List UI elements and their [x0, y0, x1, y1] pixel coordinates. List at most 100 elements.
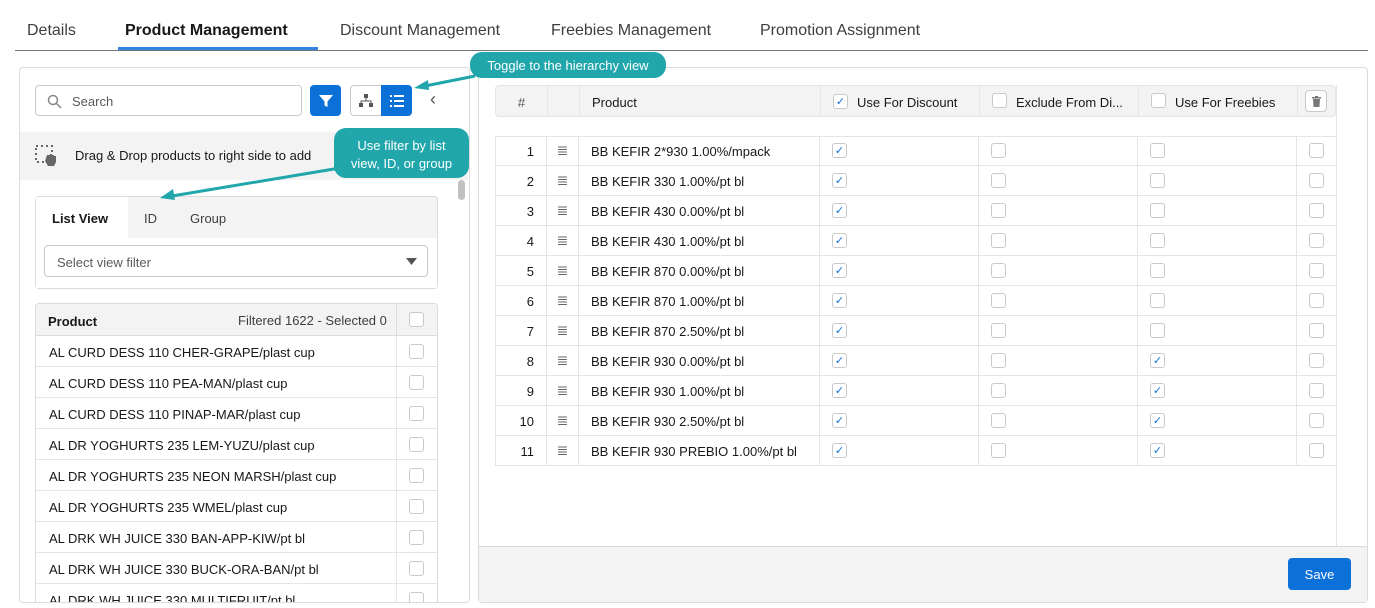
exclude-from-discount-checkbox[interactable] [991, 233, 1006, 248]
product-list-item[interactable]: AL DRK WH JUICE 330 BUCK-ORA-BAN/pt bl [36, 553, 437, 584]
filter-summary: Filtered 1622 - Selected 0 [238, 313, 387, 328]
use-for-discount-checkbox[interactable]: ✓ [832, 293, 847, 308]
exclude-from-discount-checkbox[interactable] [991, 203, 1006, 218]
search-input[interactable]: Search [35, 85, 302, 116]
exclude-from-discount-checkbox[interactable] [991, 443, 1006, 458]
save-button[interactable]: Save [1288, 558, 1351, 590]
use-for-discount-checkbox[interactable]: ✓ [832, 263, 847, 278]
tab-promotion-assignment[interactable]: Promotion Assignment [760, 22, 921, 39]
use-for-freebies-checkbox[interactable]: ✓ [1150, 413, 1165, 428]
product-checkbox[interactable] [409, 530, 424, 545]
use-for-discount-checkbox[interactable]: ✓ [832, 173, 847, 188]
row-select-checkbox[interactable] [1309, 323, 1324, 338]
row-select-checkbox[interactable] [1309, 443, 1324, 458]
use-for-freebies-checkbox[interactable] [1150, 173, 1165, 188]
product-list-item[interactable]: AL DRK WH JUICE 330 MULTIFRUIT/pt bl [36, 584, 437, 602]
exclude-from-discount-checkbox[interactable] [991, 143, 1006, 158]
delete-button[interactable] [1305, 90, 1327, 112]
drag-handle-icon[interactable]: ≣ [547, 346, 579, 376]
tab-product-management[interactable]: Product Management [125, 22, 288, 39]
row-number: 8 [495, 346, 547, 376]
drag-handle-icon[interactable]: ≣ [547, 226, 579, 256]
tab-list-view[interactable]: List View [36, 197, 128, 238]
hierarchy-view-button[interactable] [350, 85, 382, 116]
product-checkbox[interactable] [409, 437, 424, 452]
row-select-checkbox[interactable] [1309, 353, 1324, 368]
row-select-checkbox[interactable] [1309, 413, 1324, 428]
row-select-checkbox[interactable] [1309, 233, 1324, 248]
tab-discount-management[interactable]: Discount Management [340, 22, 501, 39]
use-for-discount-checkbox[interactable]: ✓ [832, 383, 847, 398]
use-for-discount-checkbox[interactable]: ✓ [832, 233, 847, 248]
product-checkbox[interactable] [409, 375, 424, 390]
product-list-item[interactable]: AL CURD DESS 110 PEA-MAN/plast cup [36, 367, 437, 398]
column-use-for-freebies: Use For Freebies [1139, 86, 1298, 117]
product-checkbox[interactable] [409, 406, 424, 421]
exclude-all-checkbox[interactable] [992, 93, 1007, 108]
drag-handle-icon[interactable]: ≣ [547, 286, 579, 316]
exclude-from-discount-checkbox[interactable] [991, 383, 1006, 398]
use-for-freebies-all-checkbox[interactable] [1151, 93, 1166, 108]
product-checkbox[interactable] [409, 344, 424, 359]
exclude-from-discount-checkbox[interactable] [991, 323, 1006, 338]
exclude-from-discount-checkbox[interactable] [991, 263, 1006, 278]
tab-id[interactable]: ID [144, 211, 157, 226]
row-select-checkbox[interactable] [1309, 173, 1324, 188]
drag-handle-icon[interactable]: ≣ [547, 166, 579, 196]
use-for-discount-checkbox[interactable]: ✓ [832, 143, 847, 158]
use-for-freebies-checkbox[interactable]: ✓ [1150, 383, 1165, 398]
drag-handle-icon[interactable]: ≣ [547, 256, 579, 286]
tab-group[interactable]: Group [190, 211, 227, 226]
use-for-freebies-checkbox[interactable] [1150, 203, 1165, 218]
drag-handle-icon[interactable]: ≣ [547, 376, 579, 406]
use-for-freebies-checkbox[interactable]: ✓ [1150, 443, 1165, 458]
exclude-from-discount-checkbox[interactable] [991, 293, 1006, 308]
exclude-from-discount-checkbox[interactable] [991, 353, 1006, 368]
product-list-item[interactable]: AL DR YOGHURTS 235 LEM-YUZU/plast cup [36, 429, 437, 460]
left-scrollbar[interactable] [458, 180, 465, 200]
exclude-from-discount-checkbox[interactable] [991, 173, 1006, 188]
use-for-freebies-checkbox[interactable] [1150, 293, 1165, 308]
collapse-chevron-icon[interactable]: ‹ [430, 89, 436, 109]
select-all-checkbox[interactable] [409, 312, 424, 327]
product-list-item[interactable]: AL CURD DESS 110 PINAP-MAR/plast cup [36, 398, 437, 429]
drag-handle-icon[interactable]: ≣ [547, 436, 579, 466]
tab-details[interactable]: Details [27, 22, 76, 39]
product-list-item[interactable]: AL DRK WH JUICE 330 BAN-APP-KIW/pt bl [36, 522, 437, 553]
list-view-button[interactable] [381, 85, 412, 116]
use-for-discount-checkbox[interactable]: ✓ [832, 413, 847, 428]
drag-handle-icon[interactable]: ≣ [547, 136, 579, 166]
product-list-item[interactable]: AL DR YOGHURTS 235 NEON MARSH/plast cup [36, 460, 437, 491]
row-select-checkbox[interactable] [1309, 263, 1324, 278]
product-checkbox[interactable] [409, 561, 424, 576]
filter-button[interactable] [310, 85, 341, 116]
use-for-discount-all-checkbox[interactable]: ✓ [833, 94, 848, 109]
row-select-checkbox[interactable] [1309, 203, 1324, 218]
drag-handle-icon[interactable]: ≣ [547, 316, 579, 346]
tab-freebies-management[interactable]: Freebies Management [551, 22, 712, 39]
row-select-checkbox[interactable] [1309, 293, 1324, 308]
drag-handle-icon[interactable]: ≣ [547, 196, 579, 226]
product-name: BB KEFIR 930 1.00%/pt bl [579, 376, 820, 406]
product-checkbox[interactable] [409, 592, 424, 602]
product-list-item[interactable]: AL DR YOGHURTS 235 WMEL/plast cup [36, 491, 437, 522]
use-for-freebies-checkbox[interactable] [1150, 323, 1165, 338]
use-for-discount-checkbox[interactable]: ✓ [832, 353, 847, 368]
exclude-from-discount-checkbox[interactable] [991, 413, 1006, 428]
drag-handle-icon[interactable]: ≣ [547, 406, 579, 436]
use-for-discount-checkbox[interactable]: ✓ [832, 443, 847, 458]
use-for-freebies-checkbox[interactable] [1150, 233, 1165, 248]
use-for-freebies-checkbox[interactable] [1150, 263, 1165, 278]
product-checkbox[interactable] [409, 468, 424, 483]
filter-icon [318, 94, 333, 107]
use-for-freebies-checkbox[interactable]: ✓ [1150, 353, 1165, 368]
product-checkbox[interactable] [409, 499, 424, 514]
row-select-checkbox[interactable] [1309, 143, 1324, 158]
use-for-freebies-checkbox[interactable] [1150, 143, 1165, 158]
view-filter-select[interactable]: Select view filter [44, 245, 428, 277]
use-for-discount-checkbox[interactable]: ✓ [832, 323, 847, 338]
row-select-checkbox[interactable] [1309, 383, 1324, 398]
row-number: 1 [495, 136, 547, 166]
use-for-discount-checkbox[interactable]: ✓ [832, 203, 847, 218]
product-list-item[interactable]: AL CURD DESS 110 CHER-GRAPE/plast cup [36, 336, 437, 367]
